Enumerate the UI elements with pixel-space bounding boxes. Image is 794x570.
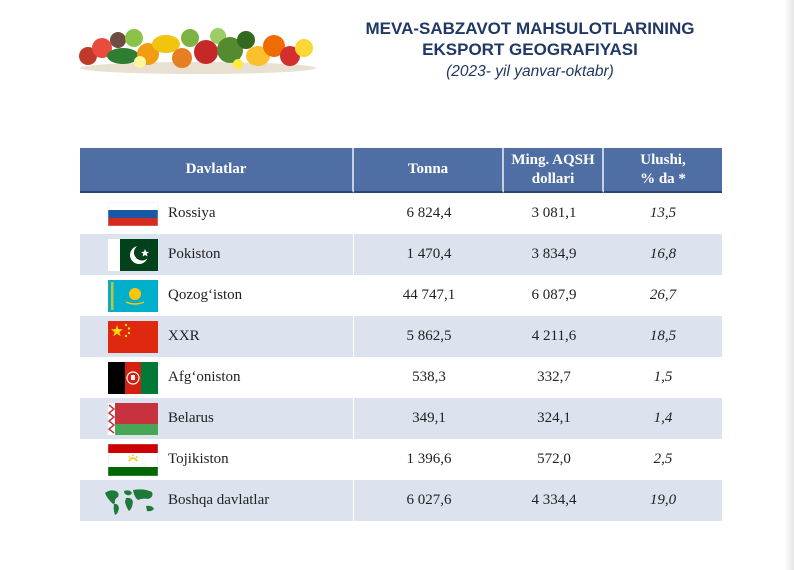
usd-cell: 332,7	[537, 369, 571, 385]
usd-cell: 4 334,4	[531, 492, 577, 508]
country-cell: Rossiya	[80, 193, 354, 234]
usd-cell: 6 087,9	[531, 287, 577, 303]
usd-cell: 572,0	[537, 451, 571, 467]
page-subtitle: (2023- yil yanvar-oktabr)	[446, 63, 614, 80]
header-usd-line1: Ming. AQSH	[511, 151, 595, 168]
header-tonna: Tonna	[354, 148, 504, 193]
country-cell: Pokiston	[80, 234, 354, 275]
country-name: Boshqa davlatlar	[168, 492, 270, 508]
country-cell: Afg‘oniston	[80, 357, 354, 398]
fruits-vegetables-image	[79, 28, 316, 74]
country-name: Rossiya	[168, 205, 216, 221]
table-row: Tojikiston 1 396,6 572,0 2,5	[80, 439, 722, 480]
header-usd-line2: dollari	[531, 170, 575, 187]
table-row: Pokiston 1 470,4 3 834,9 16,8	[80, 234, 722, 275]
share-cell: 18,5	[649, 328, 677, 344]
table-row: Afg‘oniston 538,3 332,7 1,5	[80, 357, 722, 398]
share-cell: 26,7	[649, 287, 677, 303]
country-name: Pokiston	[168, 246, 221, 262]
country-cell: Belarus	[80, 398, 354, 439]
tonna-cell: 538,3	[412, 369, 446, 385]
share-cell: 13,5	[649, 205, 677, 221]
usd-cell: 3 834,9	[531, 246, 577, 262]
country-cell: XXR	[80, 316, 354, 357]
country-name: Tojikiston	[168, 451, 229, 467]
table-row: Belarus 349,1 324,1 1,4	[80, 398, 722, 439]
page-title-line-1: MEVA-SABZAVOT MAHSULOTLARINING	[365, 19, 695, 38]
tonna-cell: 349,1	[412, 410, 446, 426]
page-edge-shadow	[784, 0, 794, 570]
usd-cell: 3 081,1	[531, 205, 577, 221]
country-cell: Qozog‘iston	[80, 275, 354, 316]
header-share-line2: % da *	[640, 170, 686, 187]
title-block: MEVA-SABZAVOT MAHSULOTLARINING EKSPORT G…	[330, 18, 730, 82]
table-row: Rossiya 6 824,4 3 081,1 13,5	[80, 193, 722, 234]
country-name: Afg‘oniston	[168, 369, 241, 385]
country-name: XXR	[168, 328, 200, 344]
tonna-cell: 6 824,4	[406, 205, 452, 221]
tonna-cell: 1 470,4	[406, 246, 452, 262]
table-row: Boshqa davlatlar 6 027,6 4 334,4 19,0	[80, 480, 722, 521]
header-usd: Ming. AQSH dollari	[504, 148, 604, 193]
table-header: Davlatlar Tonna Ming. AQSH dollari Ulush…	[80, 148, 722, 193]
tonna-cell: 6 027,6	[406, 492, 452, 508]
kazakhstan-flag-icon	[108, 279, 158, 312]
table-row: Qozog‘iston 44 747,1 6 087,9 26,7	[80, 275, 722, 316]
world-map-icon	[105, 488, 154, 515]
header-share: Ulushi, % da *	[604, 148, 722, 193]
share-cell: 19,0	[649, 492, 677, 508]
russia-flag-icon	[108, 201, 158, 226]
share-cell: 16,8	[649, 246, 677, 262]
country-name: Belarus	[168, 410, 214, 426]
table-row: XXR 5 862,5 4 211,6 18,5	[80, 316, 722, 357]
afghanistan-flag-icon	[108, 361, 158, 394]
usd-cell: 4 211,6	[531, 328, 577, 344]
share-cell: 2,5	[653, 451, 673, 467]
tonna-cell: 1 396,6	[406, 451, 452, 467]
tonna-cell: 44 747,1	[402, 287, 456, 303]
usd-cell: 324,1	[537, 410, 571, 426]
country-cell: Boshqa davlatlar	[80, 480, 354, 521]
share-cell: 1,5	[653, 369, 673, 385]
share-cell: 1,4	[653, 410, 673, 426]
country-cell: Tojikiston	[80, 439, 354, 480]
header-country: Davlatlar	[80, 148, 354, 193]
pakistan-flag-icon	[108, 238, 158, 271]
export-table: Davlatlar Tonna Ming. AQSH dollari Ulush…	[80, 148, 722, 521]
header-share-line1: Ulushi,	[640, 151, 686, 168]
country-name: Qozog‘iston	[168, 287, 243, 303]
tajikistan-flag-icon	[108, 443, 158, 476]
tonna-cell: 5 862,5	[406, 328, 452, 344]
belarus-flag-icon	[108, 402, 158, 435]
china-flag-icon	[108, 320, 158, 353]
page-title-line-2: EKSPORT GEOGRAFIYASI	[422, 40, 638, 59]
